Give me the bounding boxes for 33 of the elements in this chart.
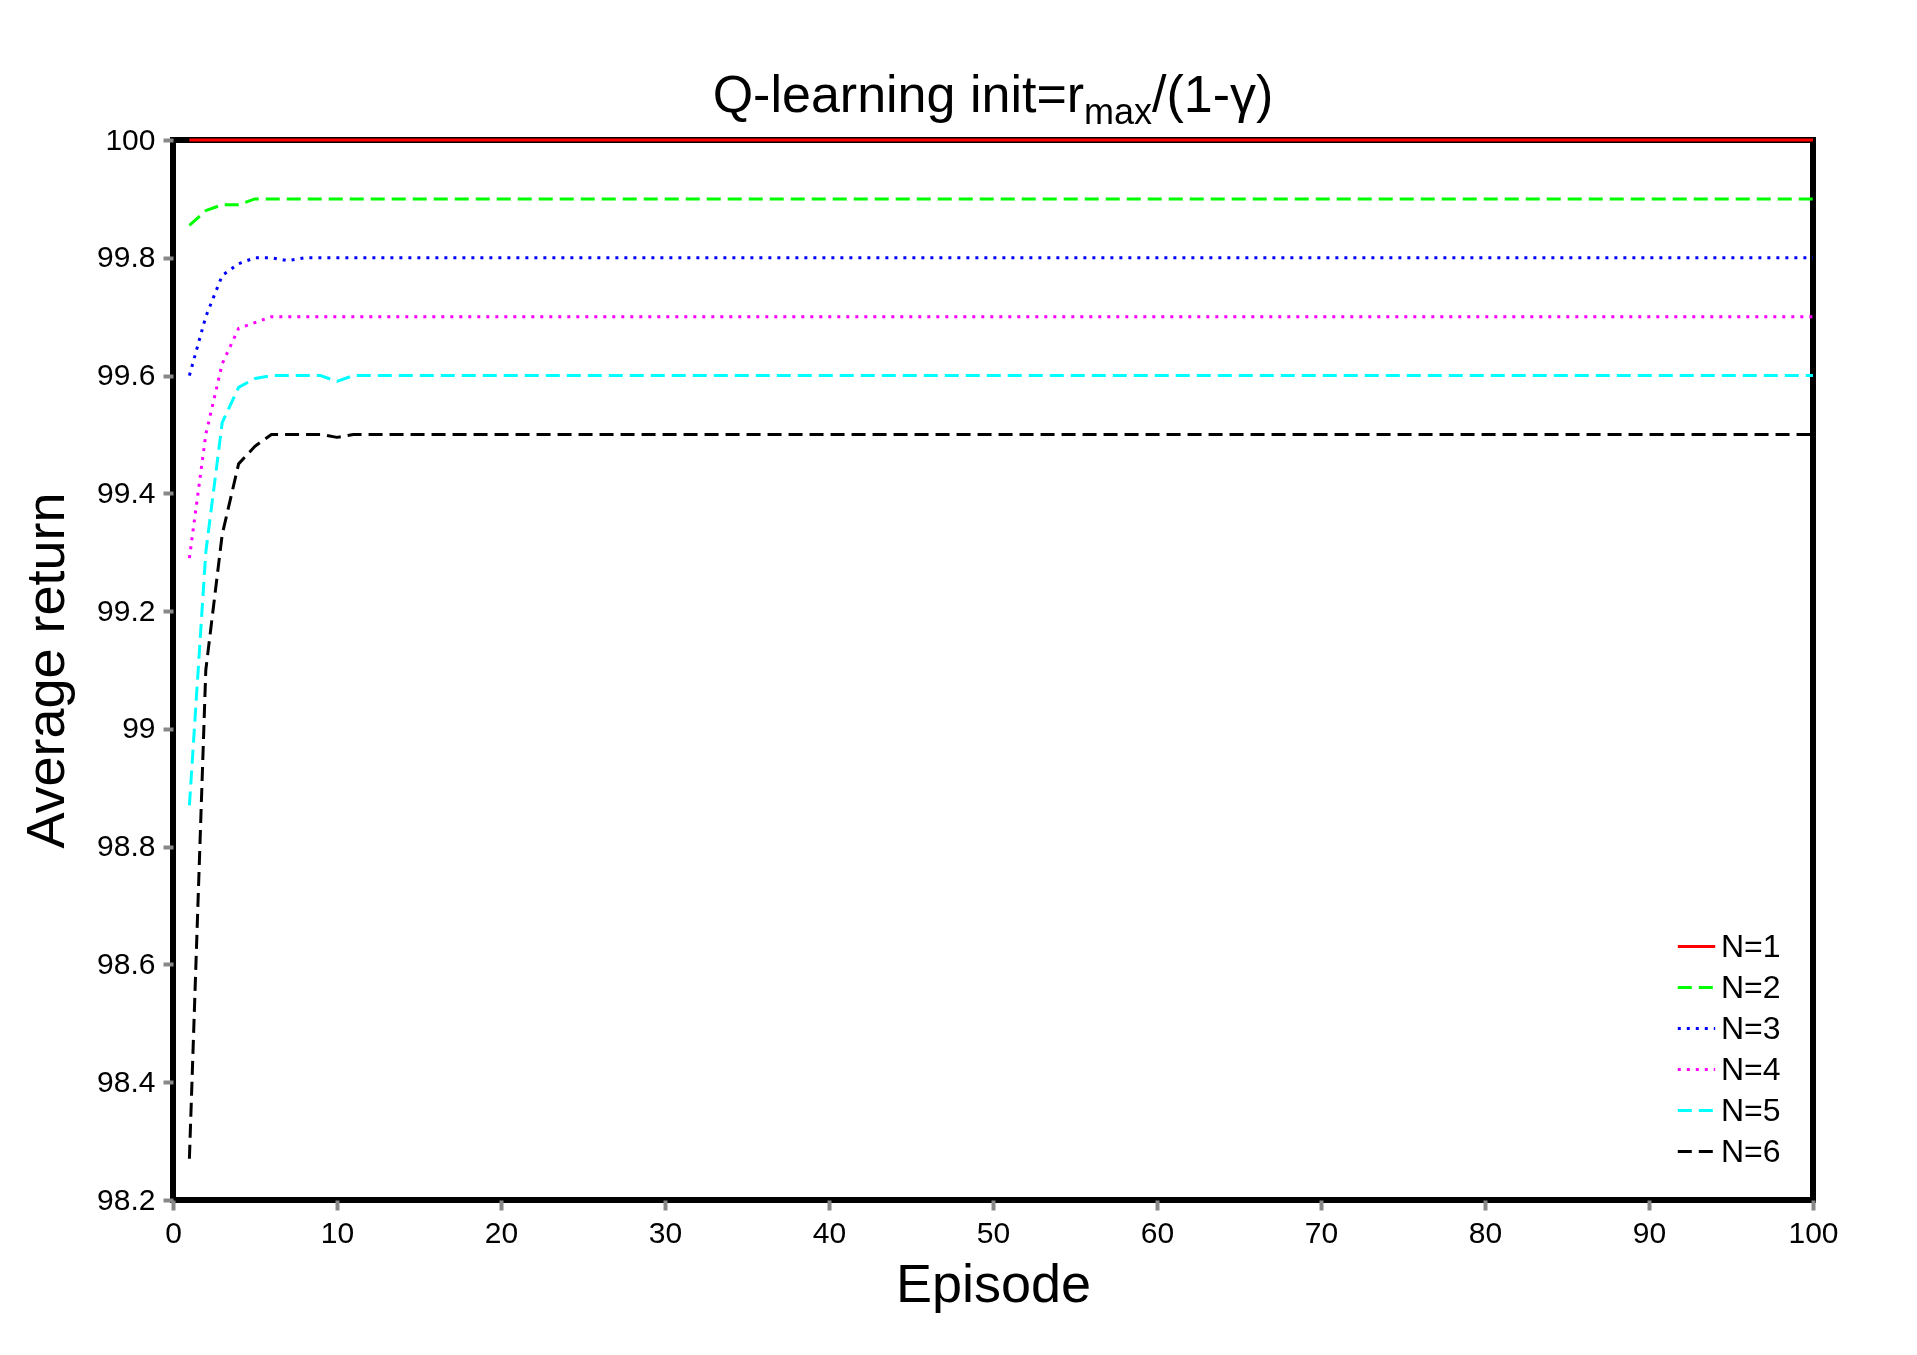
y-tick-label: 98.4 [97,1064,156,1098]
line-series [187,374,1815,807]
x-tick-label: 20 [484,1215,519,1249]
x-tick-label: 30 [648,1215,683,1249]
y-tick-label: 98.6 [97,946,156,980]
y-tick-label: 99.4 [97,475,156,509]
x-tick-label: 70 [1304,1215,1339,1249]
y-tick-label: 99.8 [97,240,156,274]
legend-label: N=5 [1721,1091,1781,1128]
x-tick-label: 80 [1468,1215,1503,1249]
x-tick-label: 100 [1788,1215,1839,1249]
x-tick-label: 10 [320,1215,355,1249]
x-tick-label: 40 [812,1215,847,1249]
y-tick-label: 100 [105,122,156,156]
y-tick-label: 99.6 [97,358,156,392]
x-axis-title: Episode [895,1252,1092,1313]
y-tick-label: 98.8 [97,829,156,863]
y-tick-label: 98.2 [97,1182,156,1216]
legend-label: N=3 [1721,1009,1781,1046]
line-series [187,256,1815,378]
x-tick-label: 50 [976,1215,1011,1249]
line-series [187,315,1815,560]
line-series [187,197,1815,227]
legend-label: N=2 [1721,968,1781,1005]
legend-label: N=6 [1721,1132,1781,1169]
y-tick-label: 99.2 [97,593,156,627]
y-tick-label: 99 [122,711,156,745]
x-tick-label: 0 [165,1215,182,1249]
x-tick-label: 90 [1632,1215,1667,1249]
legend-label: N=1 [1721,927,1781,964]
y-axis-title: Average return [15,492,76,849]
legend-label: N=4 [1721,1050,1781,1087]
x-tick-label: 60 [1140,1215,1175,1249]
